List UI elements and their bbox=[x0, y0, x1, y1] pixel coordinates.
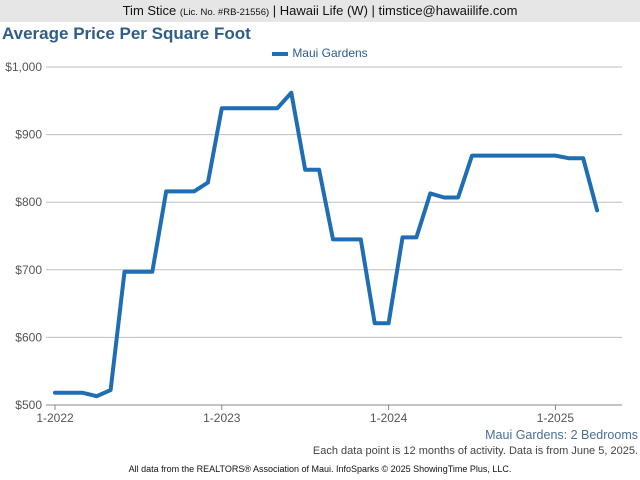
x-tick-label: 1-2024 bbox=[370, 411, 408, 425]
license-number: (Lic. No. #RB-21556) bbox=[179, 7, 270, 18]
series-lines bbox=[53, 90, 600, 399]
series-line-maui-gardens bbox=[53, 90, 600, 399]
legend[interactable]: Maui Gardens bbox=[0, 46, 640, 60]
x-tick-label: 1-2023 bbox=[203, 411, 241, 425]
chart-title: Average Price Per Square Foot bbox=[2, 24, 251, 43]
y-tick-label: $600 bbox=[15, 330, 42, 344]
x-tick-label: 1-2022 bbox=[36, 411, 74, 425]
y-tick-label: $800 bbox=[15, 195, 42, 209]
header-bar: Tim Stice (Lic. No. #RB-21556) | Hawaii … bbox=[0, 0, 640, 22]
y-tick-label: $900 bbox=[15, 128, 42, 142]
legend-swatch bbox=[272, 51, 289, 56]
y-tick-label: $700 bbox=[15, 263, 42, 277]
agent-name: Tim Stice bbox=[122, 3, 177, 18]
y-axis: $500 $600 $700 $800 $900 $1,000 bbox=[5, 60, 42, 412]
agent-contact: | Hawaii Life (W) | timstice@hawaiilife.… bbox=[272, 3, 518, 18]
data-note: Each data point is 12 months of activity… bbox=[312, 445, 638, 457]
x-axis: 1-2022 1-2023 1-2024 1-2025 bbox=[36, 405, 574, 425]
x-tick-label: 1-2025 bbox=[537, 411, 575, 425]
y-tick-label: $500 bbox=[15, 398, 42, 412]
legend-label: Maui Gardens bbox=[292, 46, 368, 60]
y-tick-label: $1,000 bbox=[5, 60, 42, 74]
footer-credit: All data from the REALTORS® Association … bbox=[128, 464, 512, 474]
chart-subtitle: Maui Gardens: 2 Bedrooms bbox=[485, 428, 638, 442]
